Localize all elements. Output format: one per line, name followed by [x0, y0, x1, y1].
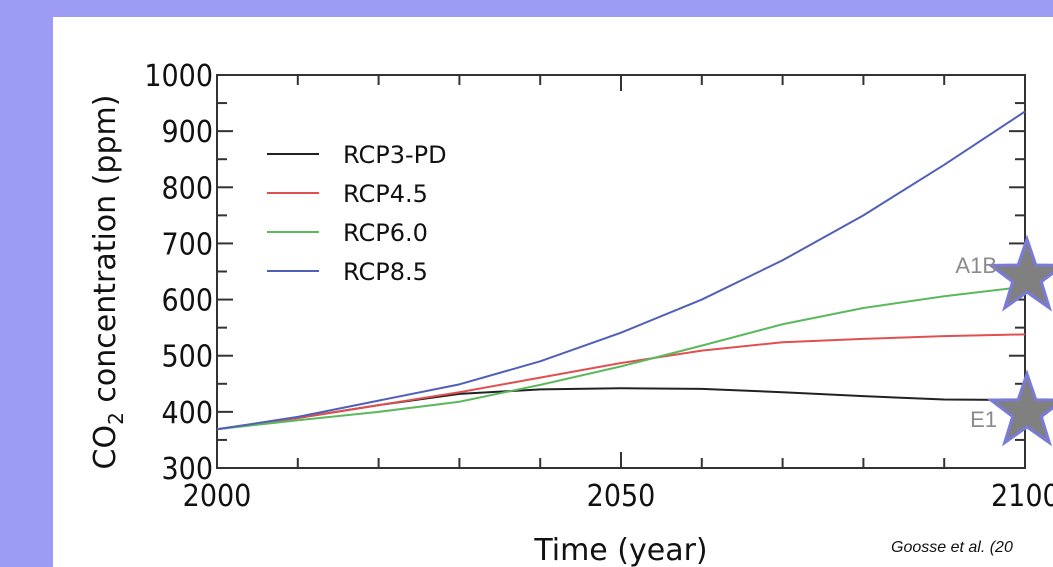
series-line-rcp4-5: [216, 333, 1026, 431]
legend-label: RCP4.5: [343, 180, 428, 208]
legend-label: RCP6.0: [343, 219, 428, 247]
legend-label: RCP3-PD: [343, 141, 447, 169]
y-tick-label: 600: [161, 284, 213, 319]
y-tick-label: 300: [161, 452, 213, 487]
slide-panel: 300 400 500 600 700 800 900 1000 2000 2050 2100 RC…: [53, 17, 1053, 567]
y-tick-label: 400: [161, 396, 213, 431]
x-axis-label: Time (year): [533, 533, 707, 567]
legend-label: RCP8.5: [343, 258, 428, 286]
star-label: E1: [970, 407, 997, 432]
series-line-rcp6-0: [216, 285, 1026, 431]
y-tick-label: 900: [161, 115, 213, 150]
y-tick-label: 700: [161, 227, 213, 262]
series-line-rcp8-5: [216, 110, 1026, 431]
citation-credit: Goosse et al. (20: [891, 539, 1013, 556]
x-tick-label: 2100: [991, 479, 1053, 514]
star-marker: [986, 369, 1053, 447]
y-tick-label: 1000: [144, 59, 213, 94]
x-tick-label: 2050: [587, 479, 656, 514]
y-tick-label: 800: [161, 171, 213, 206]
x-tick-label: 2000: [183, 479, 252, 514]
co2-chart: 300 400 500 600 700 800 900 1000 2000 2050 2100 RC…: [88, 59, 1053, 567]
y-axis-label: CO2 concentration (ppm): [88, 95, 128, 470]
star-marker: [986, 234, 1053, 312]
y-tick-label: 500: [161, 340, 213, 375]
star-label: A1B: [955, 253, 997, 278]
